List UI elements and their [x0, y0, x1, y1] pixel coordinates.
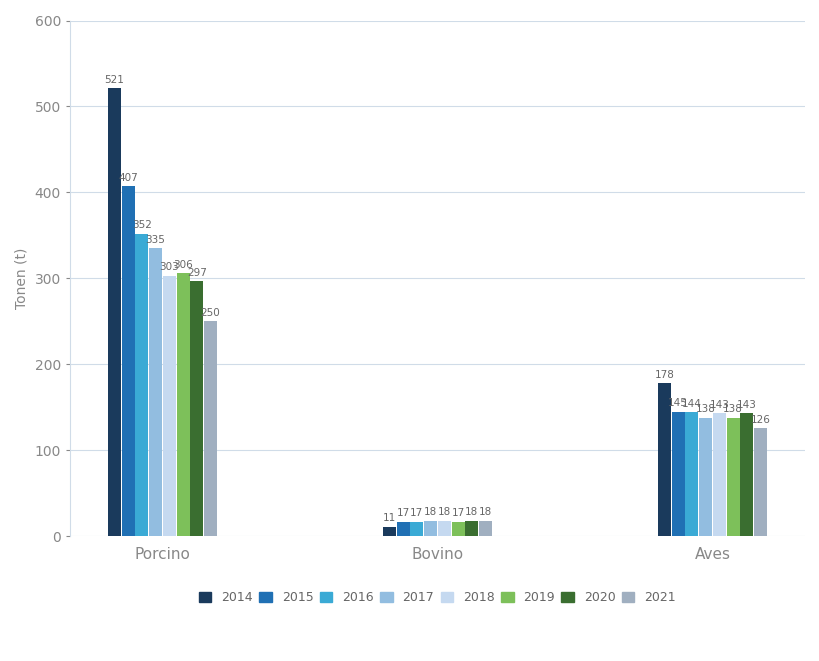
Text: 250: 250	[201, 308, 220, 318]
Text: 11: 11	[382, 514, 396, 524]
Legend: 2014, 2015, 2016, 2017, 2018, 2019, 2020, 2021: 2014, 2015, 2016, 2017, 2018, 2019, 2020…	[196, 589, 678, 607]
Text: 17: 17	[396, 508, 410, 518]
Text: 335: 335	[146, 235, 165, 245]
Bar	[726, 418, 739, 536]
Bar	[685, 412, 698, 536]
Text: 303: 303	[159, 262, 179, 272]
Text: 18: 18	[437, 508, 450, 518]
Bar	[712, 413, 725, 536]
Text: 126: 126	[749, 414, 770, 424]
Bar	[204, 321, 217, 536]
Bar	[176, 273, 189, 536]
Text: 17: 17	[451, 508, 464, 518]
Text: 143: 143	[736, 400, 756, 410]
Bar	[437, 521, 450, 536]
Bar	[382, 527, 396, 536]
Bar	[753, 428, 767, 536]
Bar	[699, 418, 711, 536]
Text: 178: 178	[654, 369, 673, 380]
Bar	[135, 234, 148, 536]
Text: 18: 18	[478, 508, 491, 518]
Bar	[190, 281, 203, 536]
Text: 306: 306	[173, 260, 192, 270]
Bar	[478, 521, 491, 536]
Bar	[149, 249, 162, 536]
Bar	[657, 383, 670, 536]
Text: 138: 138	[695, 405, 715, 414]
Text: 521: 521	[104, 75, 124, 85]
Text: 138: 138	[722, 405, 742, 414]
Text: 407: 407	[118, 173, 138, 183]
Bar	[451, 522, 464, 536]
Bar	[410, 522, 423, 536]
Bar	[671, 412, 684, 536]
Bar	[740, 413, 753, 536]
Text: 17: 17	[410, 508, 423, 518]
Bar	[107, 89, 120, 536]
Text: 352: 352	[132, 220, 152, 230]
Bar	[121, 186, 134, 536]
Text: 18: 18	[464, 508, 478, 518]
Bar	[464, 521, 477, 536]
Bar	[396, 522, 410, 536]
Text: 145: 145	[667, 398, 687, 408]
Bar	[163, 276, 175, 536]
Text: 18: 18	[423, 508, 437, 518]
Text: 297: 297	[187, 268, 206, 278]
Y-axis label: Tonen (t): Tonen (t)	[15, 248, 29, 309]
Bar	[423, 521, 437, 536]
Text: 144: 144	[681, 399, 701, 409]
Text: 143: 143	[708, 400, 728, 410]
